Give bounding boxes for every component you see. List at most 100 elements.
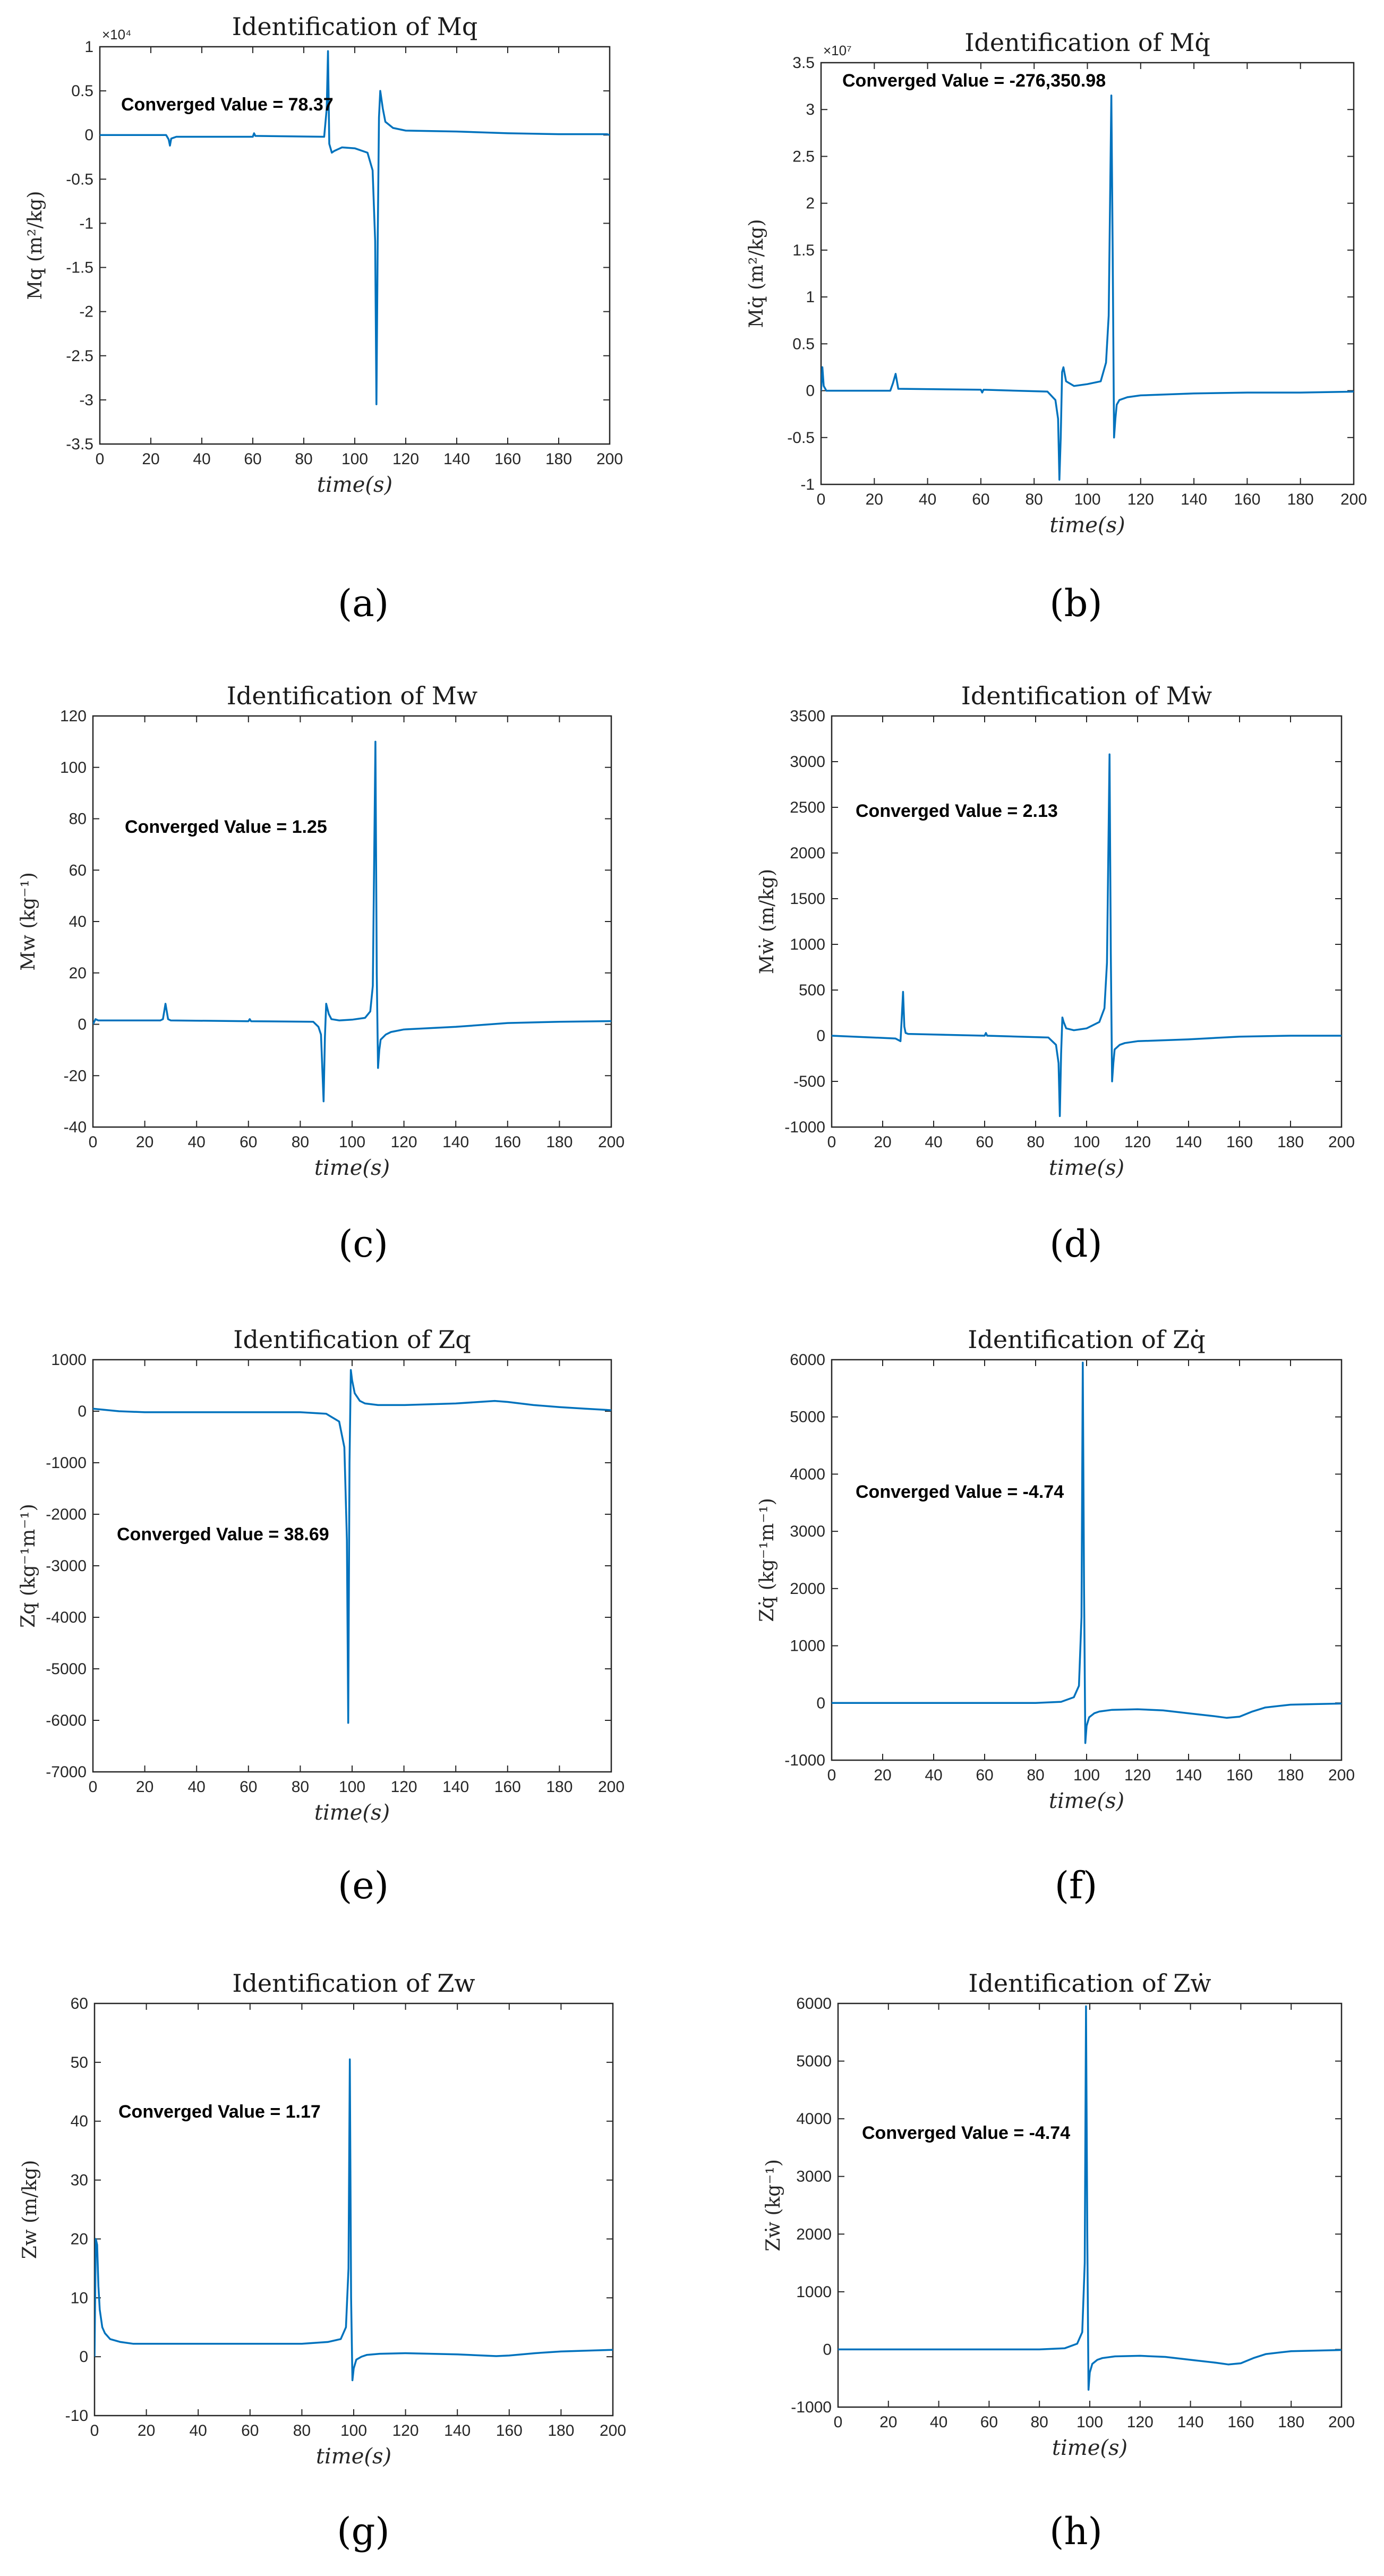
x-tick-label: 200 [596,450,623,468]
chart-d: Identification of Mẇ 0 20 40 60 80 100 120 140 16… [756,681,1355,1266]
y-tick-label: 0 [79,2348,88,2366]
x-tick-label: 20 [866,491,883,508]
x-tick-label: 180 [546,1778,573,1796]
plot-area-b [820,62,1355,485]
x-tick-label: 60 [980,2413,998,2431]
x-tick-label: 160 [494,1133,521,1151]
y-tick-label: -0.5 [787,429,815,447]
x-tick-label: 180 [548,2422,574,2439]
x-tick-label: 100 [1074,491,1100,508]
y-tick-label: 5000 [790,1409,825,1426]
chart-b: Identification of Mq̇0 20 40 60 80 100 120 140 1… [746,28,1367,625]
series-line-f [832,1361,1342,1744]
x-tick-label: 20 [874,1133,891,1151]
x-tick-label: 40 [193,450,210,468]
x-tick-label: 180 [1278,2413,1304,2431]
x-tick-label: 180 [545,450,572,468]
x-tick-label: 0 [89,1778,98,1796]
subfigure-label: (e) [338,1864,389,1907]
x-axis-label: time(s) [1049,1789,1124,1813]
y-tick-label: 100 [60,759,87,777]
x-tick-label: 40 [919,491,936,508]
chart-e: Identification of Zq 0 20 40 60 80 100 120 140 16… [18,1325,625,1907]
x-tick-label: 60 [240,1133,257,1151]
y-tick-label: 4000 [790,1465,825,1483]
subfigure-label: (h) [1049,2510,1103,2553]
y-tick-label: 1500 [790,890,825,908]
y-tick-label: 6000 [790,1351,825,1369]
y-tick-label: 4000 [796,2110,832,2128]
series-line-d [832,753,1342,1118]
series-line-h [838,2005,1342,2391]
y-axis-label: Zw (m/kg) [19,2160,41,2259]
x-tick-label: 40 [930,2413,947,2431]
y-tick-label: 2.5 [792,148,815,165]
y-exponent-label: ×10⁴ [102,27,131,42]
x-tick-label: 200 [1328,1767,1355,1784]
chart-a: Identification of Mq 0 20 40 60 80 100 120 140 16… [24,12,623,625]
converged-value-annotation: Converged Value = 1.17 [118,2102,321,2122]
x-axis-label: time(s) [1049,513,1125,538]
subfigure-label: (b) [1049,582,1102,625]
x-tick-label: 180 [546,1133,573,1151]
y-tick-label: 1000 [790,936,825,953]
y-tick-label: 6000 [796,1995,832,2012]
x-tick-label: 80 [293,2422,311,2439]
y-tick-label: 80 [69,811,87,828]
x-tick-label: 140 [1177,2413,1204,2431]
y-tick-label: -1000 [784,1752,825,1769]
x-tick-label: 100 [339,1778,365,1796]
y-tick-label: 1000 [51,1351,87,1369]
y-tick-label: 0 [816,1027,825,1045]
subfigure-label: (g) [337,2510,389,2553]
x-tick-label: 160 [1226,1133,1253,1151]
converged-value-annotation: Converged Value = 2.13 [856,801,1058,821]
x-tick-label: 100 [1077,2413,1103,2431]
x-tick-label: 200 [598,1778,625,1796]
x-tick-label: 20 [142,450,159,468]
x-tick-label: 120 [1127,2413,1154,2431]
y-tick-label: 60 [71,1995,88,2012]
x-axis-label: time(s) [1049,1156,1124,1180]
y-tick-label: 50 [71,2054,88,2071]
plot-area-d [831,715,1343,1128]
y-axis-label: Mw (kg⁻¹) [18,872,39,971]
x-tick-label: 60 [972,491,989,508]
x-tick-label: 40 [925,1133,942,1151]
y-axis-label: Mq̇ (m²/kg) [746,219,767,328]
y-tick-label: -40 [64,1119,87,1136]
y-tick-label: 3 [806,101,815,118]
y-tick-label: -10 [65,2407,88,2425]
x-tick-label: 100 [1073,1133,1100,1151]
y-tick-label: 2000 [790,1580,825,1598]
x-tick-label: 0 [827,1133,836,1151]
x-tick-label: 60 [244,450,261,468]
x-tick-label: 0 [89,1133,98,1151]
x-tick-label: 200 [1340,491,1367,508]
plot-area-e [92,1359,612,1773]
y-tick-label: -3.5 [66,436,93,453]
subfigure-label: (c) [338,1222,388,1266]
x-tick-label: 160 [1226,1767,1253,1784]
y-tick-label: 5000 [796,2053,832,2070]
chart-title: Identification of Zw [232,1969,475,1998]
chart-title: Identification of Zq̇ [968,1325,1205,1354]
series-line-g [95,2058,613,2382]
chart-h: Identification of Zẇ 0 20 40 60 80 100 120 140 16… [763,1969,1355,2553]
chart-c: Identification of Mw 0 20 40 60 80 100 120 140 16… [18,681,625,1266]
chart-title: Identification of Mq̇ [964,28,1210,57]
x-axis-label: time(s) [314,1801,390,1825]
x-tick-label: 20 [136,1133,153,1151]
plot-area-f [831,1359,1343,1761]
series-line-c [93,740,611,1103]
y-tick-label: -2.5 [66,347,93,365]
x-tick-label: 60 [240,1778,257,1796]
series-line-b [821,95,1354,481]
y-tick-label: 40 [71,2113,88,2130]
y-tick-label: 3000 [790,1523,825,1540]
x-tick-label: 100 [1073,1767,1100,1784]
y-axis-label: Zẇ (kg⁻¹) [763,2159,784,2251]
x-tick-label: 140 [444,2422,471,2439]
y-tick-label: -1000 [791,2399,832,2416]
